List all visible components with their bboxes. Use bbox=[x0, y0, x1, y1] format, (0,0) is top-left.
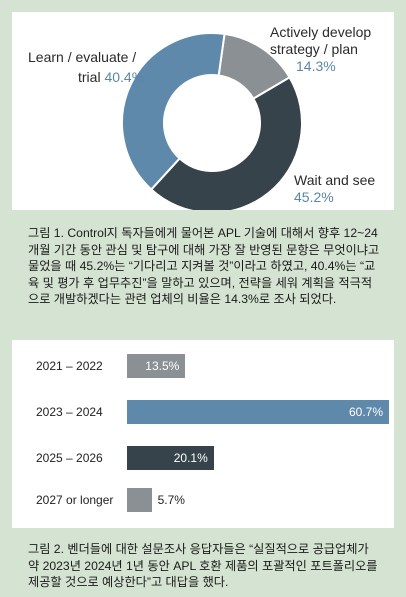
donut-slice-1 bbox=[149, 75, 303, 210]
slice-label-pct: 45.2% bbox=[294, 189, 334, 205]
bar-3 bbox=[127, 488, 152, 512]
bar-value-label: 13.5% bbox=[145, 359, 180, 373]
bar-0 bbox=[127, 354, 186, 378]
bar-chart-panel: 2021 – 2022 13.5% 2023 – 2024 60.7% 2025 – 2… bbox=[12, 340, 394, 528]
slice-label-line1: Actively develop bbox=[270, 24, 372, 40]
slice-label-line1: Wait and see bbox=[294, 172, 376, 188]
bar-value-label: 60.7% bbox=[349, 405, 384, 419]
slice-label-pct: 40.4% bbox=[104, 69, 145, 85]
figure-2-caption: 그림 2. 벤더들에 대한 설문조사 응답자들은 “실질적으로 공급업체가 약 … bbox=[28, 542, 378, 589]
bar-1 bbox=[127, 400, 389, 424]
donut-chart-panel: Actively develop strategy / plan 14.3% L… bbox=[12, 12, 394, 210]
slice-label-wait: Wait and see 45.2% bbox=[294, 172, 394, 206]
bar-value-label: 20.1% bbox=[173, 451, 208, 465]
slice-label-line2: strategy / plan bbox=[270, 41, 358, 57]
figure-1-caption: 그림 1. Control지 독자들에게 물어본 APL 기술에 대해서 향후 … bbox=[28, 226, 380, 306]
slice-label-actively-develop: Actively develop strategy / plan 14.3% bbox=[270, 24, 390, 75]
donut-chart bbox=[121, 32, 303, 210]
donut-slice-2 bbox=[121, 32, 226, 191]
slice-label-line2-row: trial 40.4% bbox=[28, 69, 158, 86]
slice-label-line1: Learn / evaluate / bbox=[28, 49, 137, 65]
slice-label-learn: Learn / evaluate / trial 40.4% bbox=[28, 49, 158, 86]
bar-category-label: 2021 – 2022 bbox=[36, 359, 103, 373]
slice-label-pct: 14.3% bbox=[296, 58, 336, 74]
bar-category-label: 2025 – 2026 bbox=[36, 451, 103, 465]
bar-value-label: 5.7% bbox=[157, 493, 185, 507]
bar-2 bbox=[127, 446, 214, 470]
bar-category-label: 2023 – 2024 bbox=[36, 405, 103, 419]
bar-category-label: 2027 or longer bbox=[36, 493, 114, 507]
slice-label-line2: trial bbox=[78, 69, 101, 85]
